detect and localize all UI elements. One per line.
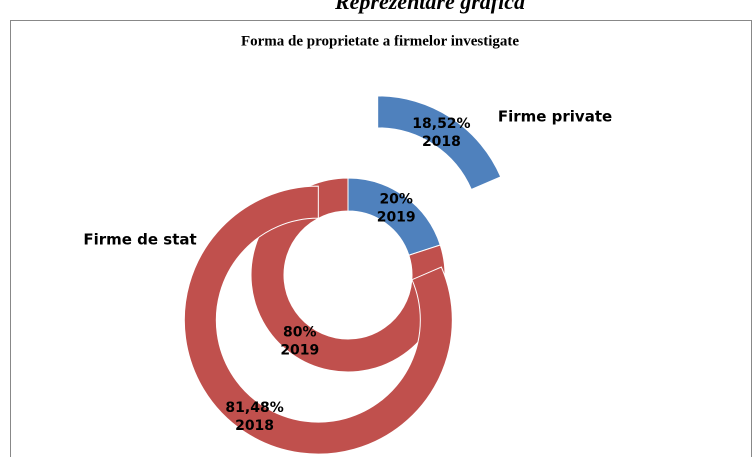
data-label-series: 2019 xyxy=(280,342,319,358)
doughnut-segment xyxy=(183,185,453,455)
data-label-value: 20% xyxy=(379,192,413,208)
chart-title: Forma de proprietate a firmelor investig… xyxy=(241,33,519,49)
data-label: 20% 2019 xyxy=(377,192,416,226)
data-label: 81,48% 2018 xyxy=(225,400,283,434)
data-label-series: 2019 xyxy=(377,210,416,226)
page-heading: Reprezentare grafica xyxy=(334,0,525,14)
data-label-series: 2018 xyxy=(235,418,274,434)
data-label-value: 81,48% xyxy=(225,400,283,416)
category-label: Firme de stat xyxy=(83,231,196,249)
doughnut-segment xyxy=(250,177,446,373)
data-label-value: 18,52% xyxy=(412,116,470,132)
category-label: Firme private xyxy=(498,108,612,126)
data-label-value: 80% xyxy=(283,324,317,340)
data-label-series: 2018 xyxy=(422,134,461,150)
doughnut-segment xyxy=(377,95,502,191)
chart-frame xyxy=(10,20,752,457)
data-label: 80% 2019 xyxy=(280,324,319,358)
data-label: 18,52% 2018 xyxy=(412,116,470,150)
